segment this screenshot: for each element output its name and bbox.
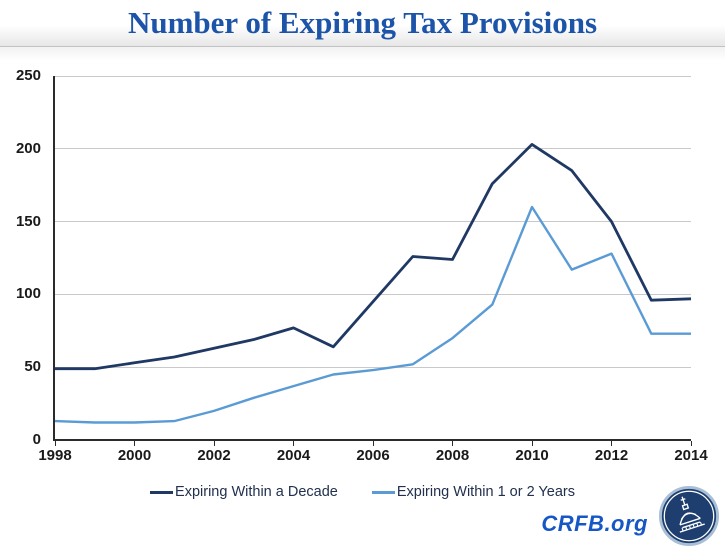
- gridline-y-150: [55, 221, 691, 223]
- y-axis-tick-labels: 0 50 100 150 200 250: [0, 67, 47, 448]
- title-band-shadow: [0, 47, 725, 61]
- y-tick-label-0: 0: [32, 431, 41, 448]
- x-tick-2010: [531, 441, 533, 446]
- x-tick-label-2002: 2002: [197, 447, 231, 464]
- x-tick-2004: [293, 441, 294, 446]
- x-tick-label-2006: 2006: [356, 447, 390, 464]
- legend-label: Expiring Within a Decade: [175, 484, 338, 500]
- title-band: Number of Expiring Tax Provisions: [0, 0, 725, 47]
- capitol-dome-logo-icon: [658, 485, 720, 547]
- x-tick-2008: [452, 441, 453, 446]
- legend-label: Expiring Within 1 or 2 Years: [396, 484, 575, 500]
- x-tick-label-2004: 2004: [276, 447, 311, 464]
- x-tick-1998: [54, 441, 56, 446]
- x-tick-2002: [213, 441, 215, 446]
- y-tick-label-200: 200: [15, 139, 41, 157]
- crfb-brand-text: CRFB.org: [541, 511, 648, 536]
- x-tick-label-2008: 2008: [435, 447, 470, 464]
- series-line-one-or-two-years: [54, 205, 691, 424]
- x-tick-2012: [611, 441, 612, 446]
- gridline-y-50: [55, 366, 691, 368]
- legend-item-one-or-two-years: Expiring Within 1 or 2 Years: [371, 482, 575, 502]
- y-tick-label-50: 50: [24, 358, 41, 376]
- x-axis-line: [53, 439, 691, 441]
- gridline-y-100: [55, 293, 691, 295]
- line-chart-plot-area: [54, 75, 692, 440]
- chart-legend: Expiring Within a Decade Expiring Within …: [0, 482, 725, 502]
- series-line-decade: [55, 143, 692, 371]
- x-tick-label-2000: 2000: [117, 447, 152, 464]
- x-tick-label-2012: 2012: [594, 447, 629, 464]
- x-tick-label-1998: 1998: [38, 447, 72, 464]
- chart-series-lines: [54, 143, 692, 424]
- x-tick-2000: [134, 441, 135, 446]
- y-tick-label-250: 250: [15, 67, 41, 84]
- y-tick-label-100: 100: [15, 285, 41, 303]
- gridline-y-200: [55, 148, 691, 150]
- y-axis-line: [53, 76, 55, 440]
- x-tick-2006: [372, 441, 374, 446]
- gridline-y-250: [55, 75, 691, 77]
- y-tick-label-150: 150: [15, 212, 41, 230]
- legend-item-decade: Expiring Within a Decade: [150, 482, 338, 502]
- x-tick-2014: [690, 441, 692, 446]
- legend-line-swatch: [371, 490, 395, 494]
- x-tick-label-2010: 2010: [515, 447, 549, 464]
- x-tick-label-2014: 2014: [674, 447, 708, 464]
- legend-line-swatch: [150, 490, 174, 494]
- page-title: Number of Expiring Tax Provisions: [127, 5, 598, 40]
